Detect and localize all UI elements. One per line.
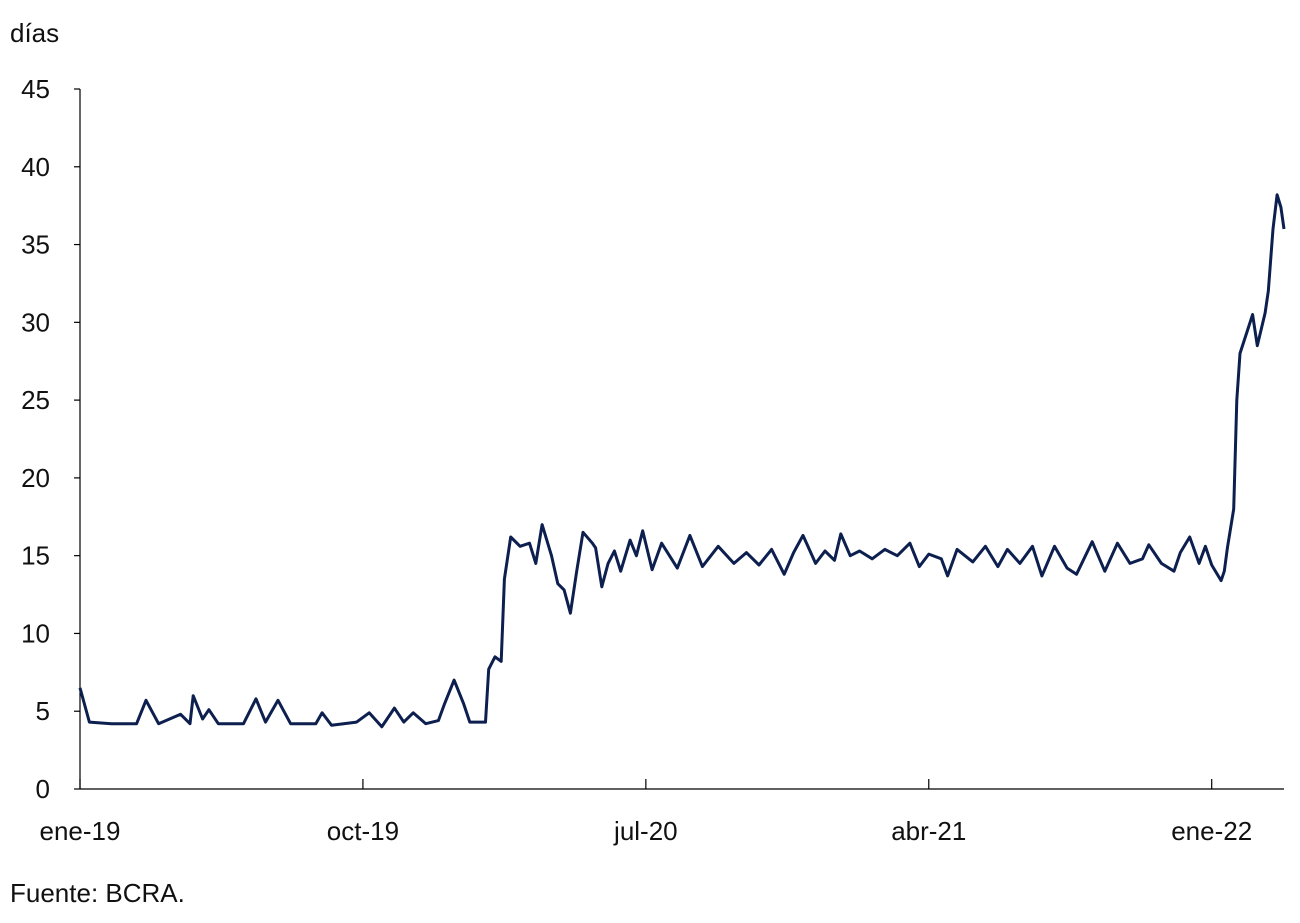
- y-tick-label: 10: [21, 618, 50, 648]
- data-line: [78, 193, 1286, 729]
- x-tick-label: ene-22: [1171, 816, 1252, 846]
- x-tick-label: abr-21: [891, 816, 966, 846]
- x-tick-label: ene-19: [40, 816, 121, 846]
- source-note: Fuente: BCRA.: [10, 878, 185, 908]
- y-tick-label: 25: [21, 385, 50, 415]
- y-tick-label: 35: [21, 230, 50, 260]
- x-tick-label: jul-20: [613, 816, 678, 846]
- y-axis-label: días: [10, 18, 59, 48]
- y-tick-label: 15: [21, 541, 50, 571]
- x-tick-label: oct-19: [327, 816, 399, 846]
- y-tick-label: 45: [21, 74, 50, 104]
- y-tick-label: 30: [21, 307, 50, 337]
- y-tick-label: 20: [21, 463, 50, 493]
- y-tick-label: 0: [36, 774, 50, 804]
- y-tick-label: 40: [21, 152, 50, 182]
- y-tick-label: 5: [36, 696, 50, 726]
